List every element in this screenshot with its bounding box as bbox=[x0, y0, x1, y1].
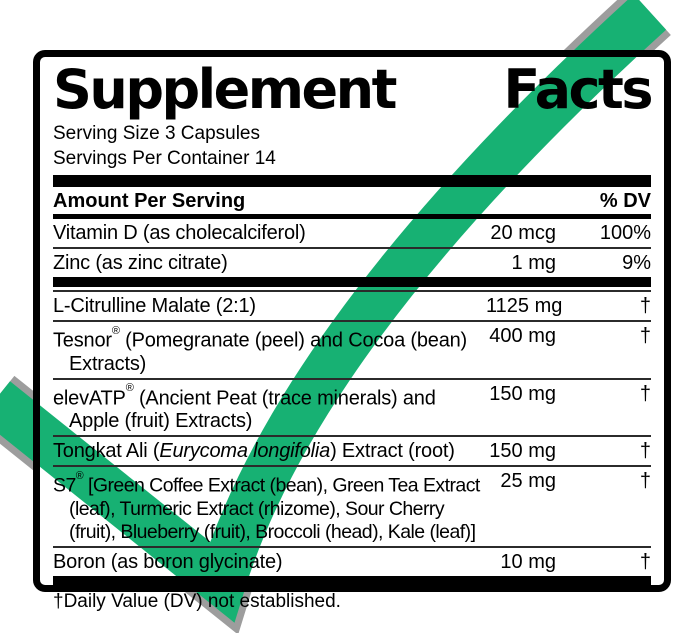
ingredient-dv: † bbox=[639, 382, 651, 405]
ingredient-name-rest: (Ancient Peat (trace minerals) and Apple… bbox=[69, 387, 436, 433]
registered-mark: ® bbox=[111, 324, 120, 337]
panel-title-word1: Supplement bbox=[53, 58, 397, 121]
table-row-tesnor: Tesnor® (Pomegranate (peel) and Cocoa (b… bbox=[53, 322, 651, 378]
table-row-s7: S7® [Green Coffee Extract (bean), Green … bbox=[53, 467, 651, 546]
ingredient-amount: 150 mg bbox=[489, 382, 556, 405]
ingredient-amount: 25 mg bbox=[500, 470, 556, 493]
table-row-elevatp: elevATP® (Ancient Peat (trace minerals) … bbox=[53, 380, 651, 436]
registered-mark: ® bbox=[125, 382, 134, 395]
ingredient-dv: 100% bbox=[599, 222, 651, 244]
ingredient-amount: 10 mg bbox=[500, 550, 556, 573]
checkmark-inner-stroke bbox=[33, 50, 645, 592]
ingredient-name-rest: (Pomegranate (peel) and Cocoa (bean) Ext… bbox=[69, 329, 467, 375]
divider-medium bbox=[53, 214, 651, 219]
ingredient-name: Zinc (as zinc citrate) bbox=[53, 252, 228, 274]
ingredient-name: Boron (as boron glycinate) bbox=[53, 550, 283, 573]
ingredient-name: Tongkat Ali ( bbox=[53, 440, 160, 463]
registered-mark: ® bbox=[75, 469, 84, 482]
ingredient-dv: † bbox=[639, 325, 651, 347]
ingredient-name-rest: [Green Coffee Extract (bean), Green Tea … bbox=[69, 474, 480, 543]
ingredient-name: elevATP bbox=[53, 387, 126, 410]
amount-per-serving-label: Amount Per Serving bbox=[53, 190, 246, 212]
serving-size-line: Serving Size 3 Capsules bbox=[53, 123, 260, 144]
servings-per-container-line: Servings Per Container 14 bbox=[53, 148, 276, 169]
ingredient-amount: 1125 mg bbox=[486, 295, 563, 317]
row-divider bbox=[53, 290, 651, 292]
ingredient-amount: 150 mg bbox=[489, 440, 556, 463]
percent-dv-label: % DV bbox=[599, 190, 651, 212]
row-divider bbox=[53, 545, 651, 548]
checkmark-clip bbox=[33, 50, 671, 592]
panel-title-word2: Facts bbox=[503, 58, 653, 121]
ingredient-name: Tesnor bbox=[53, 329, 112, 352]
supplement-facts-panel: Supplement Facts Serving Size 3 Capsules… bbox=[33, 50, 671, 612]
ingredient-name: Vitamin D (as cholecalciferol) bbox=[53, 222, 306, 244]
table-row-vitamin-d: Vitamin D (as cholecalciferol) 20 mcg 10… bbox=[53, 219, 651, 247]
ingredient-name-rest: ) Extract (root) bbox=[330, 440, 455, 463]
divider-thick-mid bbox=[53, 277, 651, 287]
ingredient-dv: † bbox=[639, 295, 651, 317]
ingredient-name: S7 bbox=[53, 474, 76, 497]
ingredient-name: L-Citrulline Malate (2:1) bbox=[53, 295, 256, 317]
ingredient-amount: 1 mg bbox=[511, 252, 556, 274]
divider-thick-top bbox=[53, 175, 651, 187]
panel-title: Supplement Facts bbox=[53, 58, 653, 121]
row-divider bbox=[53, 377, 651, 380]
ingredient-latin-name: Eurycoma longifolia bbox=[159, 440, 331, 463]
row-divider bbox=[53, 320, 651, 322]
table-row-boron: Boron (as boron glycinate) 10 mg † bbox=[53, 548, 651, 576]
ingredient-dv: † bbox=[639, 440, 651, 463]
table-row-zinc: Zinc (as zinc citrate) 1 mg 9% bbox=[53, 249, 651, 277]
table-row-tongkat: Tongkat Ali (Eurycoma longifolia) Extrac… bbox=[53, 437, 651, 465]
divider-thick-bottom bbox=[53, 575, 651, 586]
daily-value-footnote: †Daily Value (DV) not established. bbox=[53, 590, 341, 612]
column-header-row: Amount Per Serving % DV bbox=[53, 187, 651, 214]
ingredient-amount: 400 mg bbox=[489, 325, 556, 347]
ingredient-dv: † bbox=[639, 470, 651, 493]
checkmark-inner-icon bbox=[33, 50, 645, 592]
table-row-citrulline: L-Citrulline Malate (2:1) 1125 mg † bbox=[53, 292, 651, 320]
row-divider bbox=[53, 247, 651, 249]
ingredient-dv: † bbox=[639, 550, 651, 573]
row-divider bbox=[53, 435, 651, 438]
ingredient-amount: 20 mcg bbox=[490, 222, 556, 244]
ingredient-dv: 9% bbox=[622, 252, 651, 274]
row-divider bbox=[53, 465, 651, 468]
